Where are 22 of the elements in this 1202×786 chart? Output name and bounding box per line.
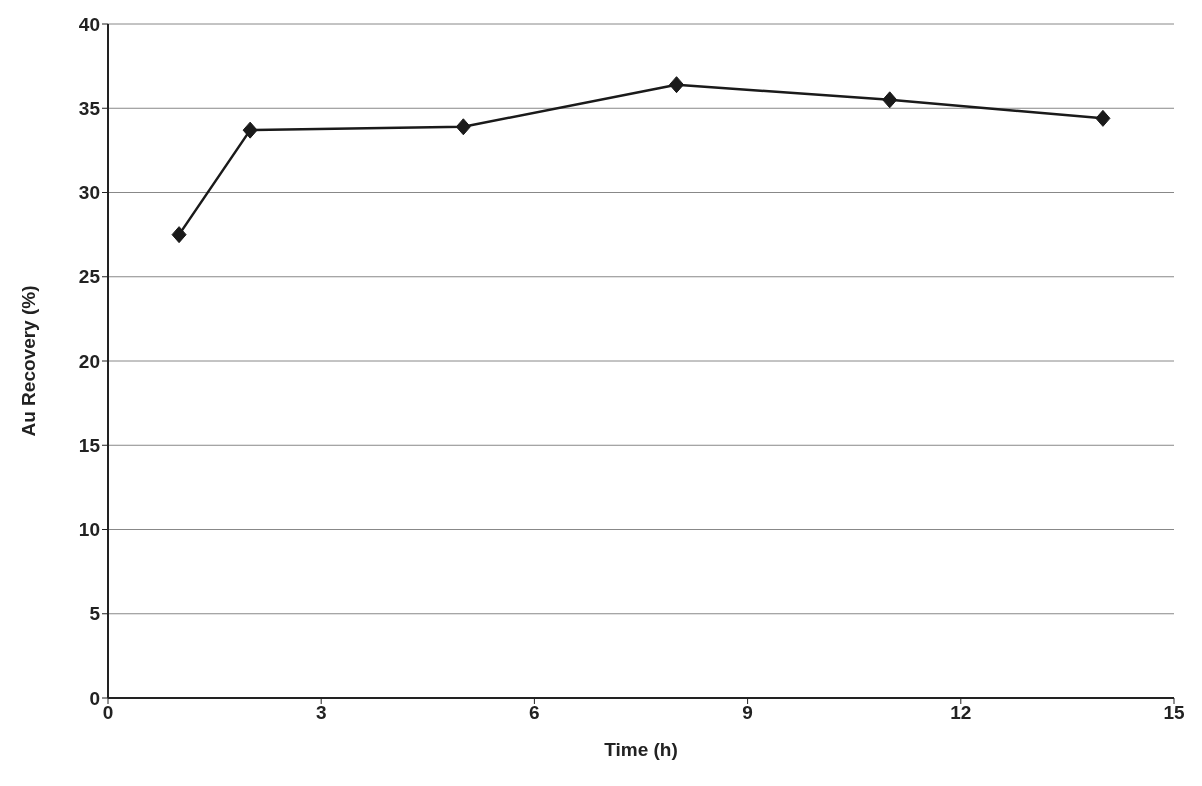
y-tick-label: 25 bbox=[78, 266, 101, 288]
x-tick-label: 9 bbox=[742, 702, 753, 724]
y-tick-label: 20 bbox=[78, 350, 100, 372]
y-tick-label: 40 bbox=[78, 13, 100, 35]
point bbox=[455, 118, 471, 136]
y-axis-title: Au Recovery (%) bbox=[17, 285, 39, 437]
point bbox=[882, 91, 898, 109]
point bbox=[242, 121, 258, 139]
point bbox=[669, 76, 685, 94]
x-tick-label: 12 bbox=[950, 702, 972, 724]
point bbox=[171, 226, 187, 244]
x-tick-label: 3 bbox=[315, 702, 327, 724]
y-tick-label: 15 bbox=[78, 434, 101, 456]
x-axis-title: Time (h) bbox=[604, 739, 678, 760]
y-tick-label: 10 bbox=[78, 519, 100, 541]
y-tick-label: 35 bbox=[78, 98, 101, 119]
y-tick-label: 30 bbox=[78, 182, 100, 204]
x-tick-label: 6 bbox=[529, 702, 540, 724]
point bbox=[1095, 109, 1111, 127]
y-tick-label: 0 bbox=[89, 687, 100, 709]
x-tick-label: 15 bbox=[1163, 702, 1185, 724]
y-tick-label: 5 bbox=[89, 603, 101, 625]
